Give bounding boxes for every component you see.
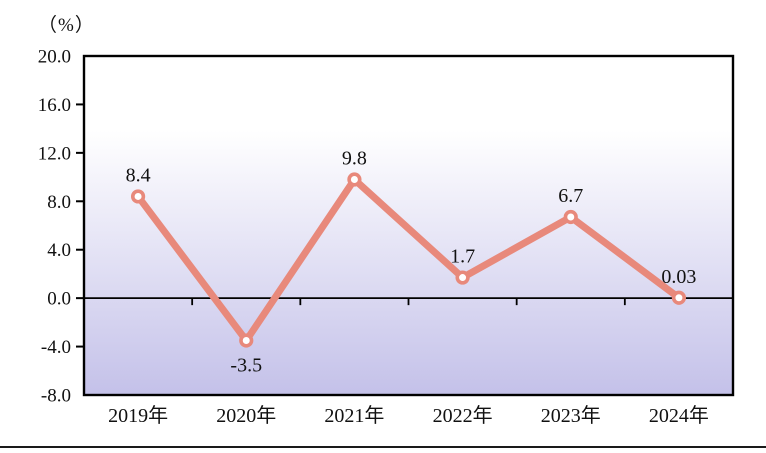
data-point-label: 8.4: [126, 164, 151, 186]
data-point-label: 1.7: [450, 246, 475, 268]
data-point-marker: [347, 172, 362, 187]
x-axis-label: 2021年: [324, 404, 384, 427]
y-axis-tick-label: 12.0: [38, 143, 71, 164]
y-axis-tick-label: 16.0: [38, 95, 71, 116]
data-point-marker: [130, 189, 146, 204]
y-axis-tick-label: 0.0: [47, 289, 71, 310]
data-point-marker: [239, 333, 254, 348]
data-point-marker: [671, 290, 687, 305]
data-point-marker: [563, 209, 578, 225]
x-axis-label: 2024年: [649, 404, 709, 427]
y-axis-tick-label: 8.0: [47, 192, 71, 213]
data-point-label: 9.8: [342, 147, 367, 169]
y-axis-unit-label: （%）: [38, 15, 95, 36]
data-point-label: 0.03: [661, 266, 696, 288]
x-axis-label: 2023年: [541, 404, 601, 427]
x-axis-label: 2022年: [433, 404, 493, 427]
y-axis-tick-label: 4.0: [47, 240, 71, 261]
data-point-marker: [455, 270, 470, 285]
x-axis-label: 2019年: [108, 404, 168, 427]
data-line: [134, 175, 683, 345]
data-point-label: 6.7: [558, 185, 583, 207]
y-axis-tick-label: -8.0: [41, 386, 71, 407]
x-axis-label: 2020年: [216, 404, 276, 427]
y-axis-tick-label: 20.0: [38, 47, 71, 68]
y-axis-tick-label: -4.0: [41, 337, 71, 358]
data-point-label: -3.5: [230, 355, 262, 377]
plot-border: [82, 54, 735, 397]
page-divider: [0, 446, 766, 448]
